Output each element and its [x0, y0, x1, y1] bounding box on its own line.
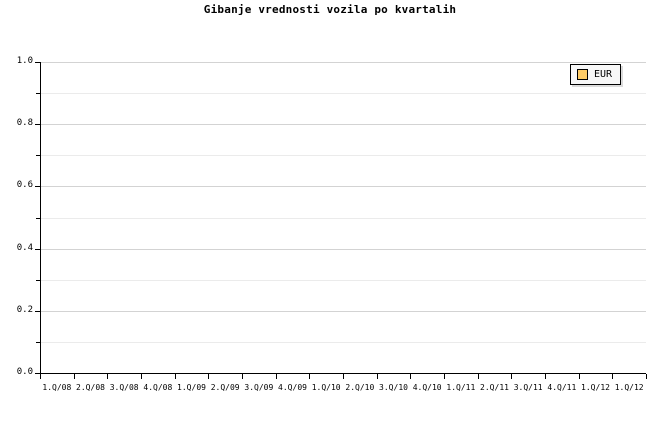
gridline-major: [40, 311, 646, 312]
legend-label-eur: EUR: [594, 69, 613, 80]
x-axis-label: 2.Q/10: [345, 383, 375, 392]
y-axis-tick-major: [35, 311, 40, 312]
y-axis-tick-major: [35, 124, 40, 125]
x-axis-tick: [511, 374, 512, 379]
x-axis-tick: [545, 374, 546, 379]
x-axis-tick: [141, 374, 142, 379]
gridline-minor: [40, 280, 646, 281]
x-axis-tick: [74, 374, 75, 379]
y-axis-label: 0.0: [16, 367, 33, 377]
plot-area: [40, 62, 646, 374]
y-axis-tick-minor: [36, 155, 40, 156]
x-axis-tick: [612, 374, 613, 379]
x-axis-label: 1.Q/09: [177, 383, 206, 392]
y-axis-label: 1.0: [16, 56, 33, 66]
y-axis-label: 0.4: [16, 243, 33, 253]
x-axis-label: 4.Q/09: [278, 383, 307, 392]
x-axis-tick: [208, 374, 209, 379]
x-axis-line: [40, 373, 646, 374]
x-axis-label: 3.Q/08: [109, 383, 139, 392]
x-axis-tick: [309, 374, 310, 379]
x-axis-tick: [40, 374, 41, 379]
x-axis-tick: [377, 374, 378, 379]
x-axis-label: 2.Q/09: [210, 383, 240, 392]
gridline-minor: [40, 93, 646, 94]
gridline-major: [40, 62, 646, 63]
gridline-major: [40, 124, 646, 125]
x-axis-tick: [107, 374, 108, 379]
y-axis-label: 0.8: [16, 118, 33, 128]
x-axis-label: 1.Q/10: [311, 383, 341, 392]
x-axis-label: 1.Q/12: [581, 383, 610, 392]
y-axis-tick-major: [35, 186, 40, 187]
x-axis-label: 1.Q/08: [42, 383, 72, 392]
x-axis-tick: [579, 374, 580, 379]
x-axis-tick: [478, 374, 479, 379]
x-axis-tick: [444, 374, 445, 379]
gridline-minor: [40, 155, 646, 156]
x-axis-label: 4.Q/11: [547, 383, 577, 392]
y-axis-tick-minor: [36, 342, 40, 343]
x-axis-label: 3.Q/10: [379, 383, 408, 392]
gridline-major: [40, 186, 646, 187]
chart-title: Gibanje vrednosti vozila po kvartalih: [203, 3, 457, 16]
y-axis-line: [40, 62, 41, 374]
x-axis-tick: [646, 374, 647, 379]
plot-background: [40, 62, 646, 373]
y-axis-tick-major: [35, 249, 40, 250]
legend-swatch-eur: [577, 69, 588, 80]
x-axis-label: 2.Q/08: [76, 383, 105, 392]
x-axis-label: 2.Q/11: [480, 383, 509, 392]
y-axis-label-layer: 0.0 0.2 0.4 0.6 0.8 1.0: [0, 0, 33, 440]
y-axis-tick-minor: [36, 280, 40, 281]
x-axis-tick: [242, 374, 243, 379]
x-axis-tick: [410, 374, 411, 379]
y-axis-tick-minor: [36, 93, 40, 94]
x-axis-label: 4.Q/08: [143, 383, 173, 392]
legend[interactable]: EUR: [570, 64, 622, 85]
x-axis-label: 1.Q/11: [446, 383, 476, 392]
x-axis-tick: [343, 374, 344, 379]
y-axis-tick-minor: [36, 218, 40, 219]
x-axis-label: 1.Q/12: [614, 383, 644, 392]
x-axis-label: 4.Q/10: [412, 383, 442, 392]
x-axis-tick: [175, 374, 176, 379]
y-axis-tick-major: [35, 373, 40, 374]
x-axis-tick: [276, 374, 277, 379]
x-axis-label: 3.Q/09: [244, 383, 274, 392]
y-axis-label: 0.2: [16, 305, 33, 315]
gridline-major: [40, 249, 646, 250]
y-axis-label: 0.6: [16, 180, 33, 190]
y-axis-tick-major: [35, 62, 40, 63]
x-axis-label: 3.Q/11: [513, 383, 543, 392]
gridline-minor: [40, 218, 646, 219]
gridline-minor: [40, 342, 646, 343]
